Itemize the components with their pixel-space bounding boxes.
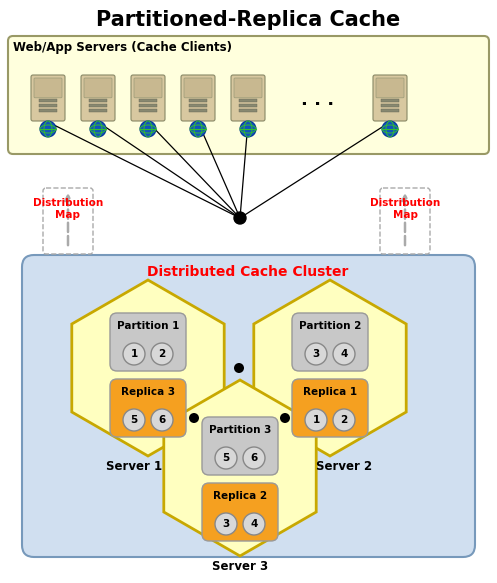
FancyBboxPatch shape: [31, 75, 65, 121]
Bar: [239, 109, 257, 112]
Bar: [189, 99, 207, 102]
Text: 4: 4: [340, 349, 348, 359]
FancyBboxPatch shape: [234, 78, 262, 98]
Text: . . .: . . .: [302, 91, 334, 109]
Text: Partition 1: Partition 1: [117, 321, 179, 331]
Text: 6: 6: [159, 415, 166, 425]
FancyBboxPatch shape: [8, 36, 489, 154]
FancyBboxPatch shape: [231, 75, 265, 121]
Text: Replica 2: Replica 2: [213, 491, 267, 501]
Polygon shape: [164, 380, 316, 556]
Text: 6: 6: [250, 453, 257, 463]
FancyBboxPatch shape: [181, 75, 215, 121]
FancyBboxPatch shape: [134, 78, 162, 98]
Ellipse shape: [90, 121, 106, 137]
Text: Partition 3: Partition 3: [209, 425, 271, 435]
Text: Replica 1: Replica 1: [303, 387, 357, 397]
Ellipse shape: [240, 121, 256, 137]
Bar: [189, 104, 207, 107]
Text: 1: 1: [130, 349, 138, 359]
Text: Partitioned-Replica Cache: Partitioned-Replica Cache: [96, 10, 400, 30]
Text: Distribution
Map: Distribution Map: [33, 198, 103, 220]
Text: Distributed Cache Cluster: Distributed Cache Cluster: [147, 265, 349, 279]
FancyBboxPatch shape: [202, 483, 278, 541]
Ellipse shape: [40, 121, 56, 137]
Circle shape: [189, 413, 199, 423]
Circle shape: [333, 409, 355, 431]
Text: 2: 2: [159, 349, 166, 359]
Bar: [239, 104, 257, 107]
Ellipse shape: [382, 121, 398, 137]
Circle shape: [280, 413, 290, 423]
Circle shape: [243, 513, 265, 535]
FancyBboxPatch shape: [131, 75, 165, 121]
Polygon shape: [72, 280, 224, 456]
Circle shape: [151, 343, 173, 365]
Polygon shape: [254, 280, 406, 456]
Text: 4: 4: [250, 519, 257, 529]
Text: Server 2: Server 2: [316, 460, 372, 473]
Text: 2: 2: [340, 415, 347, 425]
Text: 1: 1: [313, 415, 320, 425]
Bar: [139, 99, 157, 102]
FancyBboxPatch shape: [84, 78, 112, 98]
Text: Server 3: Server 3: [212, 560, 268, 573]
Circle shape: [243, 447, 265, 469]
Text: Distribution
Map: Distribution Map: [370, 198, 440, 220]
FancyBboxPatch shape: [22, 255, 475, 557]
Bar: [139, 104, 157, 107]
FancyBboxPatch shape: [373, 75, 407, 121]
Ellipse shape: [140, 121, 156, 137]
Text: 5: 5: [222, 453, 230, 463]
Bar: [39, 109, 57, 112]
Circle shape: [151, 409, 173, 431]
Circle shape: [305, 343, 327, 365]
Bar: [189, 109, 207, 112]
Text: Web/App Servers (Cache Clients): Web/App Servers (Cache Clients): [13, 41, 232, 54]
FancyBboxPatch shape: [292, 379, 368, 437]
Bar: [139, 109, 157, 112]
Circle shape: [305, 409, 327, 431]
Text: Replica 3: Replica 3: [121, 387, 175, 397]
Bar: [89, 104, 107, 107]
Bar: [39, 99, 57, 102]
Circle shape: [215, 513, 237, 535]
Bar: [381, 104, 399, 107]
FancyBboxPatch shape: [81, 75, 115, 121]
Text: 5: 5: [130, 415, 138, 425]
FancyBboxPatch shape: [292, 313, 368, 371]
FancyBboxPatch shape: [202, 417, 278, 475]
Bar: [39, 104, 57, 107]
Circle shape: [123, 409, 145, 431]
Circle shape: [234, 363, 244, 373]
FancyBboxPatch shape: [184, 78, 212, 98]
Bar: [381, 109, 399, 112]
Circle shape: [333, 343, 355, 365]
Bar: [89, 99, 107, 102]
FancyBboxPatch shape: [376, 78, 404, 98]
Text: 3: 3: [313, 349, 320, 359]
Circle shape: [215, 447, 237, 469]
FancyBboxPatch shape: [110, 379, 186, 437]
Circle shape: [234, 212, 246, 224]
Text: Partition 2: Partition 2: [299, 321, 361, 331]
Bar: [239, 99, 257, 102]
Ellipse shape: [190, 121, 206, 137]
FancyBboxPatch shape: [34, 78, 62, 98]
Text: 3: 3: [222, 519, 230, 529]
FancyBboxPatch shape: [110, 313, 186, 371]
Bar: [381, 99, 399, 102]
Circle shape: [123, 343, 145, 365]
Bar: [89, 109, 107, 112]
Text: Server 1: Server 1: [106, 460, 162, 473]
